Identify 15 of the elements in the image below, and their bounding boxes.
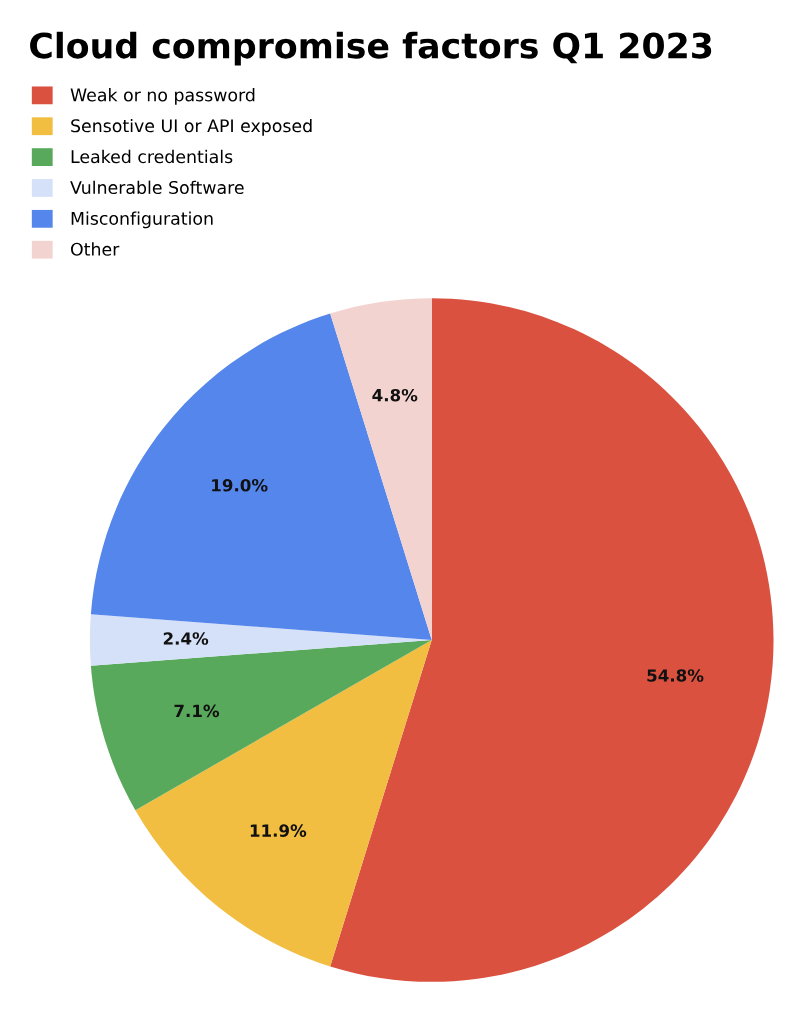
data-label: 19.0% bbox=[212, 478, 268, 492]
legend-label: Weak or no password bbox=[70, 88, 255, 105]
chart-title: Cloud compromise factors Q1 2023 bbox=[30, 31, 712, 66]
data-label: 7.1% bbox=[174, 704, 220, 718]
pie-slice bbox=[330, 298, 774, 982]
data-label: 4.8% bbox=[372, 388, 418, 402]
data-label: 54.8% bbox=[647, 669, 704, 682]
legend-label: Vulnerable Software bbox=[70, 180, 244, 195]
legend-label: Sensotive UI or API exposed bbox=[71, 118, 312, 136]
data-label: 2.4% bbox=[163, 632, 209, 645]
legend-label: Misconfiguration bbox=[71, 211, 213, 229]
pie-slice bbox=[330, 298, 432, 640]
legend-label: Leaked credentials bbox=[71, 149, 233, 164]
data-label: 11.9% bbox=[250, 824, 307, 837]
legend-label: Other bbox=[70, 242, 120, 256]
